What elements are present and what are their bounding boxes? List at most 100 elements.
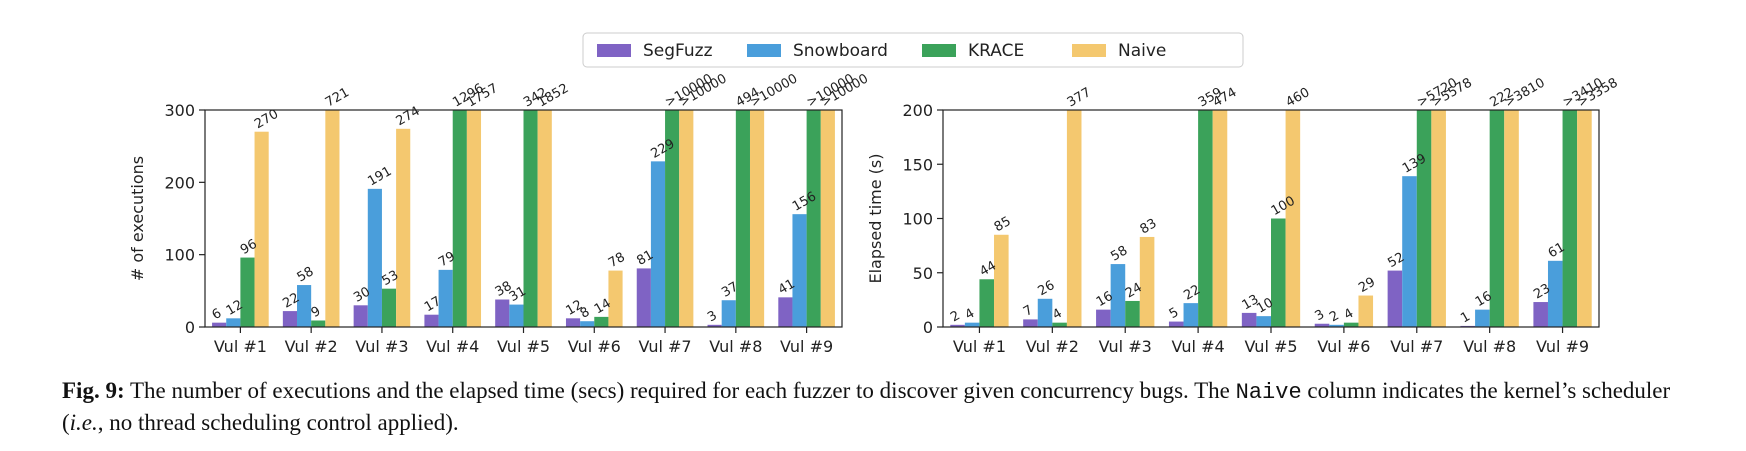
bar	[1562, 110, 1578, 327]
bar	[438, 269, 453, 327]
bar	[1183, 303, 1199, 327]
bar	[806, 110, 821, 327]
bar	[381, 288, 397, 327]
y-tick-label: 0	[185, 318, 195, 337]
bar	[1416, 110, 1432, 327]
bar	[650, 161, 666, 327]
value-label: 191	[365, 164, 394, 189]
y-tick-label: 300	[164, 101, 195, 120]
bar	[994, 234, 1009, 327]
bar	[1504, 110, 1519, 327]
bar	[1256, 316, 1271, 327]
bar	[424, 314, 439, 327]
value-label: 79	[436, 249, 458, 270]
value-label: 1	[1458, 309, 1473, 326]
value-label: 14	[592, 296, 614, 317]
bar	[509, 304, 524, 327]
bar	[1110, 264, 1126, 327]
y-tick-label: 100	[164, 246, 195, 265]
y-tick-label: 0	[923, 318, 933, 337]
bar	[1489, 110, 1505, 327]
value-label: 12	[564, 298, 586, 319]
bar	[353, 305, 368, 327]
value-label: 23	[1531, 281, 1553, 302]
x-tick-label: Vul #9	[1536, 337, 1589, 356]
value-label: 78	[606, 250, 628, 271]
bar	[1023, 319, 1038, 327]
value-label: 7	[1021, 303, 1036, 320]
bar	[636, 268, 651, 327]
value-label: 24	[1123, 280, 1145, 301]
bar	[1096, 309, 1111, 327]
bar	[1139, 236, 1155, 327]
value-label: 12	[224, 298, 246, 319]
y-tick-label: 150	[902, 155, 933, 174]
value-label: 38	[493, 279, 515, 300]
bar	[979, 279, 995, 327]
bar	[311, 320, 326, 327]
value-label: 81	[634, 248, 656, 269]
bar	[1329, 324, 1344, 327]
legend-swatch	[922, 44, 956, 57]
value-label: 3	[705, 308, 720, 325]
bars	[950, 110, 1592, 327]
value-label: 58	[1108, 243, 1130, 264]
bar	[297, 285, 312, 327]
value-label: 6	[210, 306, 225, 323]
legend-swatch	[597, 44, 631, 57]
value-label: 17	[422, 294, 444, 315]
value-label: 52	[1385, 250, 1407, 271]
bar	[964, 322, 980, 327]
bar	[1285, 110, 1301, 327]
value-label: 16	[1473, 289, 1495, 310]
bar	[665, 110, 680, 327]
caption-ie: i.e.	[69, 410, 98, 435]
x-tick-label: Vul #4	[426, 337, 479, 356]
legend-box	[582, 32, 1244, 68]
y-tick-label: 200	[902, 101, 933, 120]
bar	[778, 297, 793, 327]
value-label: 22	[280, 290, 302, 311]
bar	[495, 299, 510, 327]
value-label: 721	[323, 85, 352, 110]
bar	[226, 318, 241, 327]
bar	[212, 322, 227, 327]
bar	[254, 131, 269, 327]
bar	[1358, 295, 1374, 327]
bar	[707, 324, 722, 327]
x-tick-label: Vul #2	[1026, 337, 1079, 356]
value-label: 26	[1036, 278, 1058, 299]
bar	[565, 318, 581, 327]
frame	[204, 109, 843, 328]
bar	[452, 110, 467, 327]
bar	[325, 110, 340, 327]
value-label: 3	[1313, 307, 1328, 324]
value-label: 5	[1167, 305, 1182, 322]
x-tick-label: Vul #7	[638, 337, 691, 356]
y-axis-label: Elapsed time (s)	[866, 154, 885, 284]
bar	[749, 110, 765, 327]
value-label: 460	[1283, 85, 1312, 110]
value-label: 58	[295, 264, 317, 285]
x-tick-label: Vul #1	[953, 337, 1006, 356]
x-tick-label: Vul #6	[568, 337, 621, 356]
y-tick-label: 100	[902, 210, 933, 229]
value-label: 16	[1094, 289, 1116, 310]
value-label: 83	[1138, 216, 1160, 237]
x-tick-label: Vul #6	[1317, 337, 1370, 356]
bar	[721, 300, 736, 327]
bar	[396, 128, 411, 327]
bar	[594, 316, 609, 327]
x-tick-label: Vul #7	[1390, 337, 1443, 356]
bar	[1533, 302, 1548, 327]
value-label: 37	[719, 279, 741, 300]
value-label: 4	[1342, 306, 1357, 323]
legend-label: SegFuzz	[643, 41, 713, 61]
value-label: 53	[380, 268, 402, 289]
y-tick-label: 200	[164, 173, 195, 192]
caption-text: column indicates the kernel’s scheduler …	[62, 378, 1671, 435]
y-axis-label: # of executions	[128, 156, 147, 281]
frame	[942, 109, 1600, 328]
